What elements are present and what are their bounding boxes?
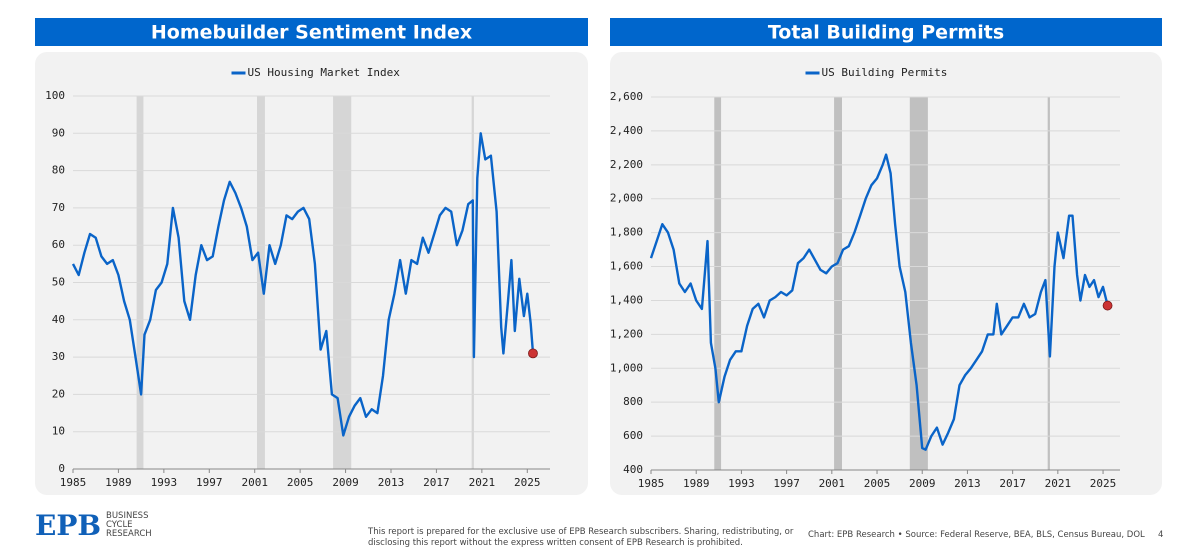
x-tick-label: 2017 xyxy=(999,477,1026,490)
y-tick-label: 1,200 xyxy=(610,327,643,340)
y-tick-label: 50 xyxy=(52,276,65,289)
x-tick-label: 2005 xyxy=(287,476,314,489)
chart-title: Homebuilder Sentiment Index xyxy=(151,22,472,44)
x-tick-label: 1989 xyxy=(683,477,710,490)
x-tick-label: 1985 xyxy=(60,476,87,489)
legend-label: US Building Permits xyxy=(822,66,948,79)
chart-title: Total Building Permits xyxy=(768,22,1004,44)
x-tick-label: 2021 xyxy=(1045,477,1072,490)
y-tick-label: 2,200 xyxy=(610,158,643,171)
x-tick-label: 2021 xyxy=(469,476,496,489)
recession-band xyxy=(834,97,842,470)
y-tick-label: 40 xyxy=(52,313,65,326)
y-tick-label: 1,600 xyxy=(610,260,643,273)
last-point xyxy=(1102,300,1113,311)
logo-sub: BUSINESS xyxy=(106,511,148,521)
y-tick-label: 400 xyxy=(623,463,643,476)
x-tick-label: 2013 xyxy=(954,477,981,490)
x-tick-label: 2017 xyxy=(423,476,450,489)
y-tick-label: 1,000 xyxy=(610,361,643,374)
logo: EPB xyxy=(35,509,101,542)
recession-band xyxy=(1047,97,1050,470)
x-tick-label: 1997 xyxy=(196,476,223,489)
last-point xyxy=(528,348,538,359)
x-tick-label: 2001 xyxy=(241,476,268,489)
x-tick-label: 1993 xyxy=(151,476,178,489)
chart-panel xyxy=(610,52,1162,495)
y-tick-label: 1,800 xyxy=(610,226,643,239)
logo-sub: CYCLE xyxy=(106,520,133,530)
x-tick-label: 2013 xyxy=(378,476,405,489)
y-tick-label: 2,400 xyxy=(610,124,643,137)
y-tick-label: 70 xyxy=(52,201,65,214)
x-tick-label: 2009 xyxy=(332,476,359,489)
y-tick-label: 10 xyxy=(52,425,65,438)
x-tick-label: 1993 xyxy=(728,477,755,490)
y-tick-label: 100 xyxy=(45,89,65,102)
x-tick-label: 2025 xyxy=(514,476,541,489)
y-tick-label: 800 xyxy=(623,395,643,408)
page-number: 4 xyxy=(1158,530,1163,540)
x-tick-label: 1985 xyxy=(638,477,665,490)
series-line xyxy=(649,153,1109,451)
x-tick-label: 1997 xyxy=(773,477,800,490)
source: Chart: EPB Research • Source: Federal Re… xyxy=(808,530,1145,540)
disclaimer: disclosing this report without the expre… xyxy=(368,538,743,548)
chart-panel xyxy=(35,52,588,495)
y-tick-label: 0 xyxy=(58,462,65,475)
y-tick-label: 20 xyxy=(52,387,65,400)
y-tick-label: 2,000 xyxy=(610,192,643,205)
y-tick-label: 30 xyxy=(52,350,65,363)
y-tick-label: 2,600 xyxy=(610,90,643,103)
title-banner xyxy=(35,18,588,46)
logo-sub: RESEARCH xyxy=(106,529,152,539)
x-tick-label: 2001 xyxy=(819,477,846,490)
y-tick-label: 80 xyxy=(52,164,65,177)
x-tick-label: 1989 xyxy=(105,476,132,489)
y-tick-label: 1,400 xyxy=(610,293,643,306)
recession-band xyxy=(714,97,722,470)
y-tick-label: 600 xyxy=(623,429,643,442)
series-line xyxy=(71,132,535,437)
disclaimer: This report is prepared for the exclusiv… xyxy=(367,527,794,537)
y-tick-label: 90 xyxy=(52,126,65,139)
legend-label: US Housing Market Index xyxy=(248,66,401,79)
x-tick-label: 2005 xyxy=(864,477,891,490)
x-tick-label: 2009 xyxy=(909,477,936,490)
x-tick-label: 2025 xyxy=(1090,477,1117,490)
title-banner xyxy=(610,18,1162,46)
y-tick-label: 60 xyxy=(52,238,65,251)
